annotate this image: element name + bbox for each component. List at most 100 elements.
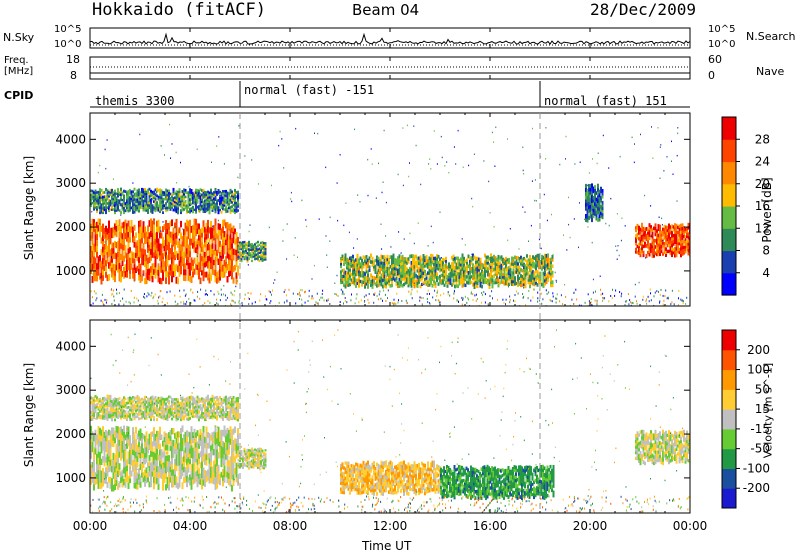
scatter-cell <box>96 208 98 211</box>
scatter-cell <box>114 437 116 444</box>
scatter-cell <box>94 240 97 247</box>
scatter-cell <box>410 274 413 278</box>
scatter-cell <box>118 237 121 245</box>
scatter-cell <box>419 268 422 272</box>
scatter-cell <box>100 410 103 413</box>
scatter-cell <box>482 273 485 277</box>
scatter-cell <box>207 190 209 194</box>
sparse-cell <box>367 158 369 161</box>
scatter-cell <box>204 190 206 194</box>
scatter-cell <box>493 267 495 272</box>
scatter-cell <box>177 195 179 199</box>
scatter-cell <box>99 404 101 407</box>
scatter-cell <box>103 197 106 201</box>
scatter-cell <box>190 263 193 271</box>
scatter-cell <box>147 236 149 243</box>
scatter-cell <box>184 206 187 210</box>
scatter-cell <box>141 253 143 260</box>
scatter-cell <box>136 189 139 193</box>
scatter-cell <box>434 272 437 276</box>
scatter-cell <box>112 195 115 199</box>
scatter-cell <box>147 188 149 192</box>
scatter-cell <box>355 281 357 285</box>
scatter-cell <box>157 477 160 484</box>
noise-cell <box>429 292 430 295</box>
scatter-cell <box>90 418 92 421</box>
scatter-cell <box>601 203 604 208</box>
sparse-cell <box>503 275 505 278</box>
scatter-cell <box>490 271 492 275</box>
scatter-cell <box>521 283 524 287</box>
sparse-cell <box>290 191 292 194</box>
scatter-cell <box>648 233 651 237</box>
noise-cell <box>137 299 139 302</box>
scatter-cell <box>377 274 380 279</box>
scatter-cell <box>532 276 534 280</box>
scatter-cell <box>220 203 223 207</box>
scatter-cell <box>201 460 203 467</box>
scatter-cell <box>666 231 669 236</box>
sparse-cell <box>608 224 610 227</box>
scatter-cell <box>171 481 173 488</box>
scatter-cell <box>129 444 131 450</box>
scatter-cell <box>126 195 128 198</box>
scatter-cell <box>217 235 220 242</box>
scatter-cell <box>344 270 347 275</box>
scatter-cell <box>439 269 441 273</box>
scatter-cell <box>368 259 371 263</box>
scatter-cell <box>226 466 229 473</box>
scatter-cell <box>109 193 112 196</box>
scatter-cell <box>100 408 103 411</box>
noise-cell <box>216 298 218 301</box>
scatter-cell <box>451 268 453 272</box>
scatter-cell <box>223 465 226 472</box>
sparse-cell <box>457 129 459 132</box>
scatter-cell <box>100 447 103 454</box>
scatter-cell <box>344 277 347 282</box>
scatter-cell <box>541 264 543 268</box>
scatter-cell <box>96 412 98 416</box>
scatter-cell <box>635 236 637 241</box>
noise-cell <box>620 295 622 298</box>
scatter-cell <box>639 250 642 255</box>
scatter-cell <box>178 481 181 488</box>
scatter-cell <box>168 189 170 193</box>
scatter-cell <box>175 192 178 196</box>
noise-cell <box>133 296 135 299</box>
scatter-cell <box>148 197 151 200</box>
sparse-cell <box>178 239 180 241</box>
noise-cell <box>629 299 631 302</box>
scatter-cell <box>255 257 258 260</box>
scatter-cell <box>651 254 654 258</box>
scatter-cell <box>132 194 134 198</box>
scatter-cell <box>509 265 512 269</box>
scatter-cell <box>586 202 589 206</box>
scatter-cell <box>222 264 224 272</box>
scatter-cell <box>109 447 112 455</box>
scatter-cell <box>96 201 98 205</box>
scatter-cell <box>235 249 238 256</box>
noise-cell <box>323 299 325 302</box>
scatter-cell <box>352 272 354 276</box>
scatter-cell <box>150 201 152 204</box>
scatter-cell <box>100 249 103 256</box>
scatter-cell <box>124 476 127 483</box>
noise-cell <box>113 299 115 302</box>
scatter-cell <box>248 248 250 251</box>
noise-cell <box>492 297 493 300</box>
scatter-cell <box>422 264 425 269</box>
scatter-cell <box>213 193 215 196</box>
scatter-cell <box>487 267 489 271</box>
noise-cell <box>481 292 483 294</box>
scatter-cell <box>141 206 143 210</box>
scatter-cell <box>97 194 100 198</box>
scatter-cell <box>139 475 142 482</box>
noise-cell <box>285 294 287 297</box>
scatter-cell <box>400 277 402 281</box>
scatter-cell <box>114 460 116 467</box>
scatter-cell <box>491 259 494 264</box>
scatter-cell <box>669 231 672 235</box>
scatter-cell <box>186 452 188 459</box>
scatter-cell <box>648 229 651 234</box>
scatter-cell <box>151 456 154 462</box>
